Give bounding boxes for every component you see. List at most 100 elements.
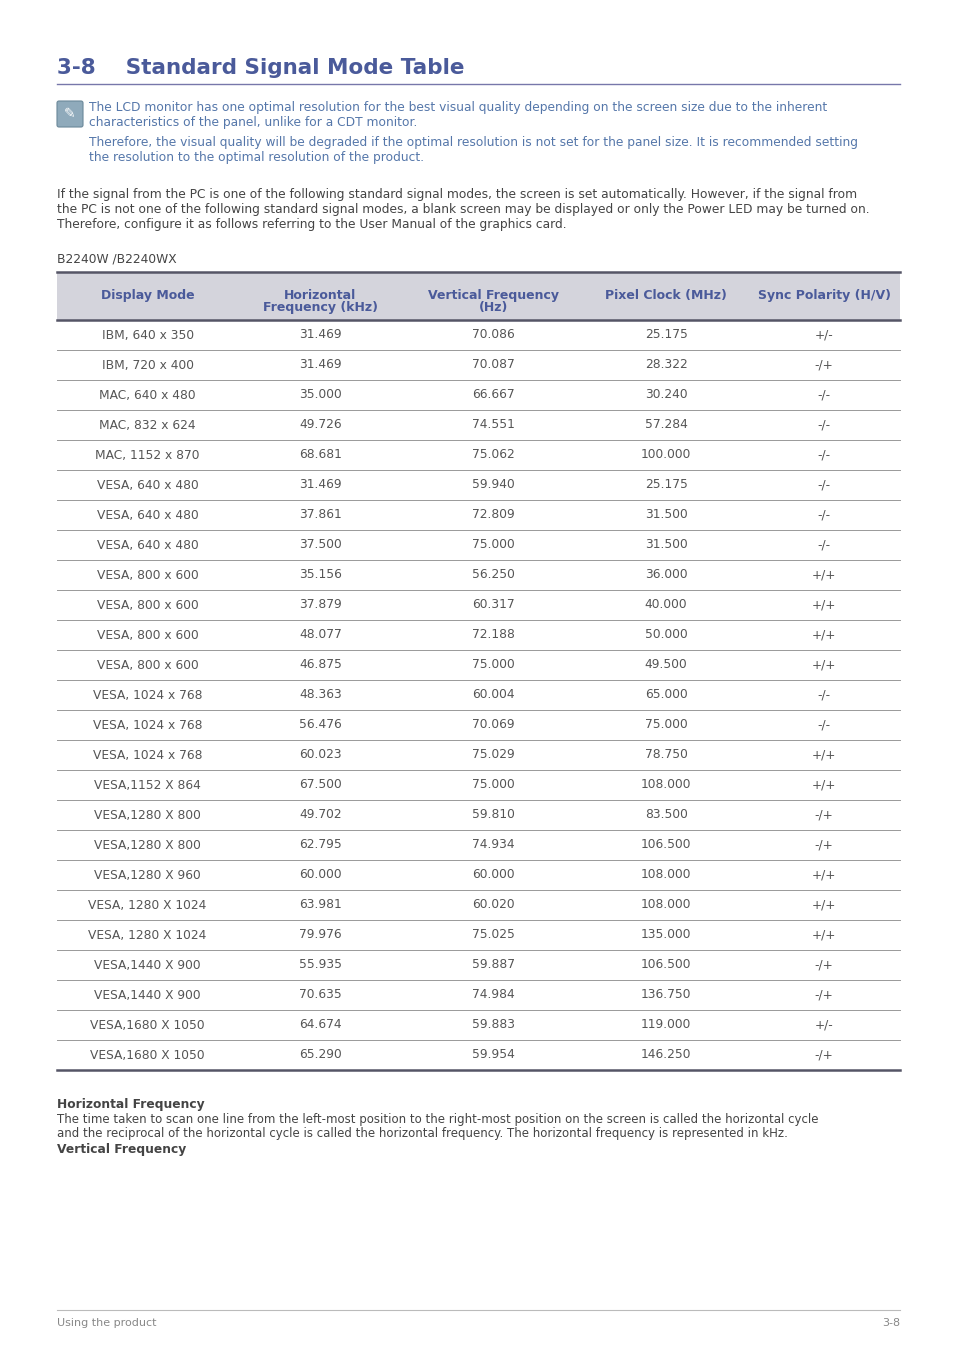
Text: +/+: +/+	[811, 568, 836, 582]
Bar	[57, 560, 899, 590]
Text: Therefore, the visual quality will be degraded if the optimal resolution is not : Therefore, the visual quality will be de…	[89, 136, 857, 148]
Text: -/-: -/-	[817, 539, 830, 552]
Text: 59.810: 59.810	[472, 809, 515, 822]
Bar	[57, 320, 899, 350]
Text: VESA,1680 X 1050: VESA,1680 X 1050	[91, 1049, 205, 1061]
Text: 49.500: 49.500	[644, 659, 687, 671]
Text: VESA, 1024 x 768: VESA, 1024 x 768	[92, 718, 202, 732]
Text: Using the product: Using the product	[57, 1318, 156, 1328]
Bar	[57, 1040, 899, 1071]
Text: Therefore, configure it as follows referring to the User Manual of the graphics : Therefore, configure it as follows refer…	[57, 217, 566, 231]
Text: characteristics of the panel, unlike for a CDT monitor.: characteristics of the panel, unlike for…	[89, 116, 417, 130]
Text: VESA, 1280 X 1024: VESA, 1280 X 1024	[89, 899, 207, 911]
Text: VESA, 800 x 600: VESA, 800 x 600	[96, 568, 198, 582]
Text: 67.500: 67.500	[298, 779, 341, 791]
Text: 48.363: 48.363	[298, 688, 341, 702]
Text: 60.004: 60.004	[472, 688, 514, 702]
Text: 35.156: 35.156	[298, 568, 341, 582]
Text: +/-: +/-	[814, 1018, 833, 1031]
Bar	[57, 680, 899, 710]
Text: Sync Polarity (H/V): Sync Polarity (H/V)	[757, 289, 890, 302]
Text: 30.240: 30.240	[644, 389, 687, 401]
Text: B2240W /B2240WX: B2240W /B2240WX	[57, 252, 176, 265]
Text: VESA, 640 x 480: VESA, 640 x 480	[96, 539, 198, 552]
Text: the resolution to the optimal resolution of the product.: the resolution to the optimal resolution…	[89, 151, 424, 163]
Text: Horizontal Frequency: Horizontal Frequency	[57, 1098, 204, 1111]
Text: 75.000: 75.000	[472, 539, 514, 552]
Text: 70.086: 70.086	[472, 328, 514, 342]
Bar	[57, 769, 899, 801]
Text: 75.000: 75.000	[644, 718, 687, 732]
Text: VESA,1680 X 1050: VESA,1680 X 1050	[91, 1018, 205, 1031]
Text: +/-: +/-	[814, 328, 833, 342]
Bar	[57, 1010, 899, 1040]
Text: 46.875: 46.875	[298, 659, 341, 671]
Text: +/+: +/+	[811, 779, 836, 791]
Text: Vertical Frequency: Vertical Frequency	[427, 289, 558, 302]
Text: 36.000: 36.000	[644, 568, 687, 582]
Text: 49.726: 49.726	[299, 418, 341, 432]
Text: VESA, 1024 x 768: VESA, 1024 x 768	[92, 748, 202, 761]
Bar	[57, 590, 899, 620]
Text: 75.025: 75.025	[472, 929, 515, 941]
Text: 60.000: 60.000	[299, 868, 341, 882]
Text: VESA, 800 x 600: VESA, 800 x 600	[96, 598, 198, 612]
Text: 31.500: 31.500	[644, 509, 687, 521]
Text: 63.981: 63.981	[298, 899, 341, 911]
Text: -/-: -/-	[817, 478, 830, 491]
Text: 70.069: 70.069	[472, 718, 514, 732]
Text: Vertical Frequency: Vertical Frequency	[57, 1143, 186, 1156]
Text: Frequency (kHz): Frequency (kHz)	[263, 301, 377, 315]
Text: 78.750: 78.750	[644, 748, 687, 761]
Text: 60.000: 60.000	[472, 868, 514, 882]
Text: -/-: -/-	[817, 509, 830, 521]
Bar	[57, 950, 899, 980]
Text: The LCD monitor has one optimal resolution for the best visual quality depending: The LCD monitor has one optimal resoluti…	[89, 101, 826, 113]
Text: 59.883: 59.883	[471, 1018, 515, 1031]
Text: 136.750: 136.750	[640, 988, 691, 1002]
Bar	[57, 890, 899, 919]
Text: 28.322: 28.322	[644, 359, 687, 371]
Text: VESA,1280 X 800: VESA,1280 X 800	[94, 838, 201, 852]
Text: +/+: +/+	[811, 748, 836, 761]
Text: +/+: +/+	[811, 899, 836, 911]
Text: +/+: +/+	[811, 868, 836, 882]
Text: 37.500: 37.500	[298, 539, 341, 552]
Text: 25.175: 25.175	[644, 478, 687, 491]
Text: VESA, 800 x 600: VESA, 800 x 600	[96, 659, 198, 671]
Text: 59.954: 59.954	[472, 1049, 515, 1061]
Text: (Hz): (Hz)	[478, 301, 507, 315]
Text: VESA,1440 X 900: VESA,1440 X 900	[94, 958, 201, 972]
Text: 146.250: 146.250	[640, 1049, 691, 1061]
Text: 37.861: 37.861	[298, 509, 341, 521]
Text: VESA,1280 X 960: VESA,1280 X 960	[94, 868, 201, 882]
Text: 108.000: 108.000	[640, 779, 691, 791]
Text: the PC is not one of the following standard signal modes, a blank screen may be : the PC is not one of the following stand…	[57, 202, 869, 216]
Text: 72.809: 72.809	[472, 509, 514, 521]
Text: 66.667: 66.667	[472, 389, 514, 401]
Bar	[57, 440, 899, 470]
Text: and the reciprocal of the horizontal cycle is called the horizontal frequency. T: and the reciprocal of the horizontal cyc…	[57, 1127, 787, 1139]
Text: 83.500: 83.500	[644, 809, 687, 822]
Text: VESA,1440 X 900: VESA,1440 X 900	[94, 988, 201, 1002]
Text: 37.879: 37.879	[298, 598, 341, 612]
Text: 68.681: 68.681	[298, 448, 341, 462]
Text: IBM, 640 x 350: IBM, 640 x 350	[101, 328, 193, 342]
Bar	[57, 649, 899, 680]
Text: +/+: +/+	[811, 659, 836, 671]
Text: 3-8: 3-8	[881, 1318, 899, 1328]
Text: 50.000: 50.000	[644, 629, 687, 641]
Text: 70.087: 70.087	[472, 359, 514, 371]
Text: VESA, 640 x 480: VESA, 640 x 480	[96, 478, 198, 491]
Bar	[57, 350, 899, 379]
Text: 56.476: 56.476	[298, 718, 341, 732]
Text: 106.500: 106.500	[640, 958, 691, 972]
Bar	[57, 740, 899, 770]
Bar	[57, 801, 899, 830]
Text: -/+: -/+	[814, 1049, 833, 1061]
Text: 57.284: 57.284	[644, 418, 687, 432]
Text: 25.175: 25.175	[644, 328, 687, 342]
Text: 135.000: 135.000	[640, 929, 691, 941]
Text: 74.984: 74.984	[472, 988, 514, 1002]
Text: 119.000: 119.000	[640, 1018, 691, 1031]
